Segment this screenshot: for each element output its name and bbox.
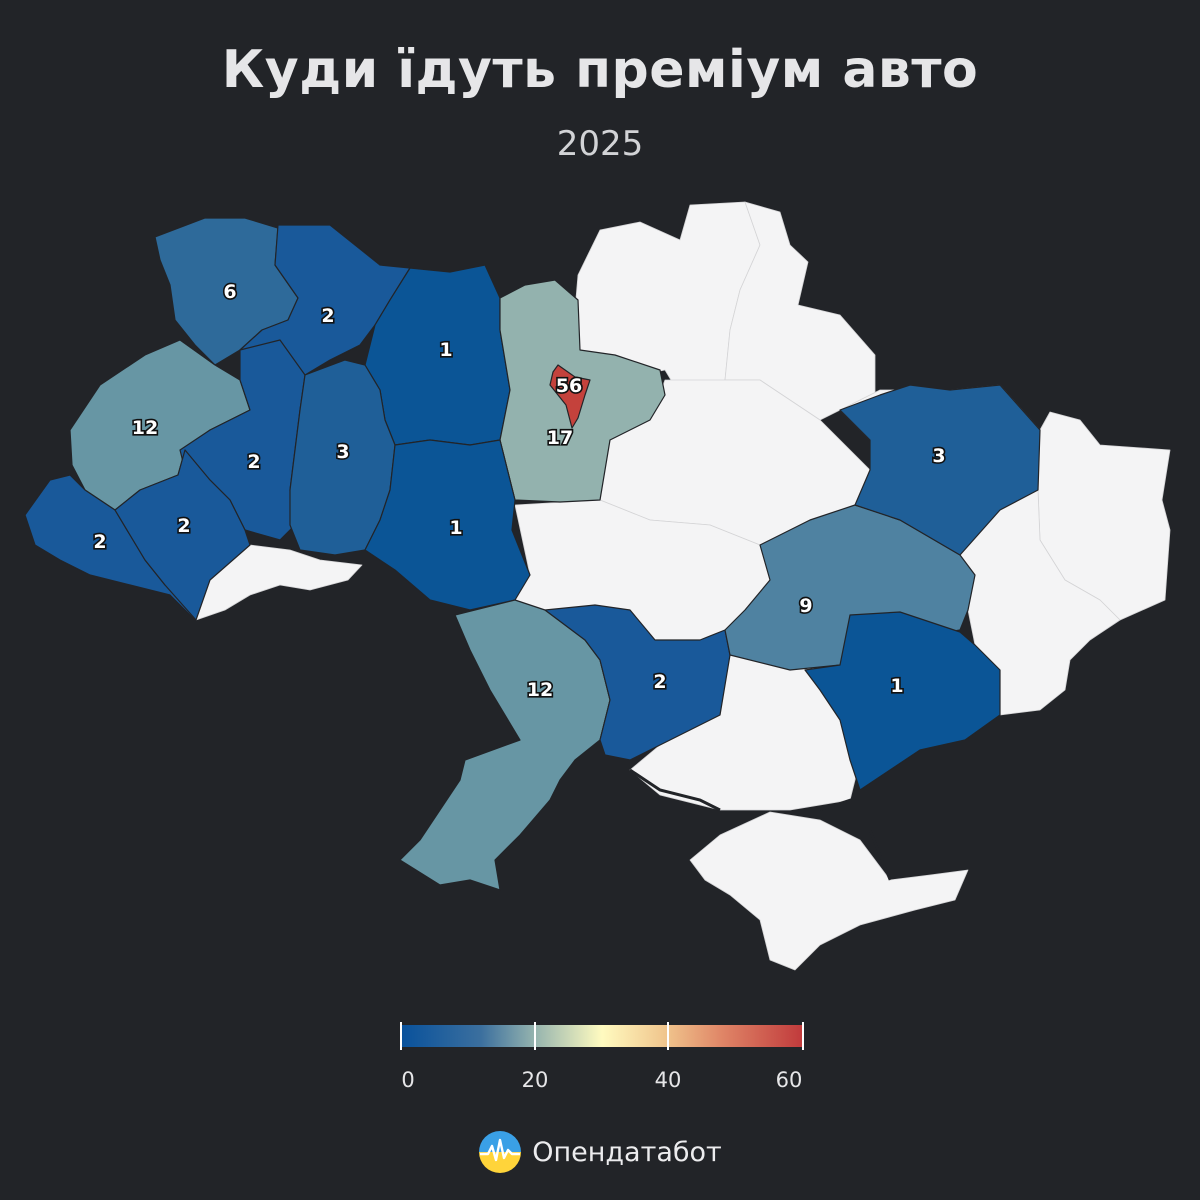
legend-tick-20 [534, 1022, 536, 1050]
region-zaporizhzhia[interactable] [804, 611, 1001, 791]
data-regions [24, 217, 1041, 891]
label-vinnytsia: 1 [449, 517, 462, 539]
label-poltava: 3 [932, 445, 945, 467]
legend-tick-60 [802, 1022, 804, 1050]
region-poltava[interactable] [839, 384, 1041, 556]
page-subtitle: 2025 [556, 124, 644, 164]
coastline-arabat [819, 798, 892, 881]
legend-tick-0 [400, 1022, 402, 1050]
label-volyn: 6 [223, 281, 236, 303]
region-kyiv-city[interactable] [549, 364, 591, 429]
label-khmelnytskyi: 3 [336, 441, 349, 463]
region-crimea[interactable] [689, 811, 969, 971]
region-mykolaiv[interactable] [544, 604, 731, 761]
region-donetsk[interactable] [959, 489, 1121, 716]
label-kyiv-city: 56 [556, 375, 582, 397]
label-mykolaiv: 2 [653, 671, 666, 693]
page-title: Куди їдуть преміум авто [221, 40, 979, 100]
label-odesa: 12 [527, 679, 553, 701]
legend-label-0: 0 [401, 1068, 415, 1092]
legend-gradient-bar [400, 1025, 804, 1047]
color-legend: 0 20 40 60 [400, 1022, 804, 1102]
label-zakarpattia: 2 [93, 531, 106, 553]
label-zaporizhzhia: 1 [890, 675, 903, 697]
legend-label-60: 60 [775, 1068, 803, 1092]
brand-footer: Опендатабот [0, 1130, 1200, 1174]
label-lviv: 12 [132, 417, 158, 439]
legend-label-20: 20 [521, 1068, 549, 1092]
legend-label-40: 40 [654, 1068, 682, 1092]
legend-tick-40 [667, 1022, 669, 1050]
region-odesa[interactable] [399, 599, 611, 891]
brand-name: Опендатабот [532, 1136, 722, 1168]
label-rivne: 2 [321, 305, 334, 327]
value-labels: 6 2 1 17 56 12 2 3 1 2 2 12 2 9 1 3 [92, 279, 947, 702]
region-ivano-frankivsk[interactable] [114, 449, 251, 621]
label-kyiv-oblast: 17 [547, 427, 573, 449]
opendatabot-logo-icon [479, 1131, 522, 1173]
label-dnipropetrovsk: 9 [799, 595, 812, 617]
label-ivano-frankivsk: 2 [177, 515, 190, 537]
label-ternopil: 2 [247, 451, 260, 473]
coastline [629, 768, 721, 812]
label-zhytomyr: 1 [439, 339, 452, 361]
